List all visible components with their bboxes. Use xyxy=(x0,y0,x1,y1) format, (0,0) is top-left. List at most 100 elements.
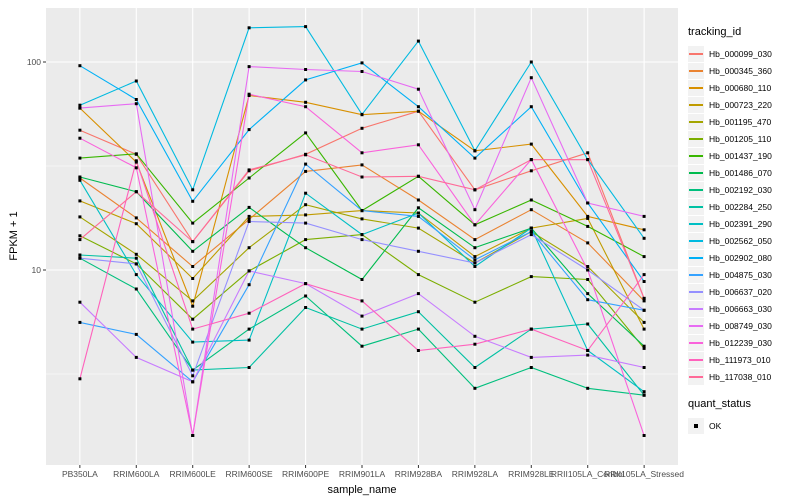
legend-entry: Hb_002284_250 xyxy=(688,198,798,215)
legend-key xyxy=(688,368,704,385)
legend-line-swatch xyxy=(689,273,703,276)
data-point xyxy=(78,136,82,140)
data-point xyxy=(586,322,590,326)
data-point xyxy=(191,340,195,344)
data-point xyxy=(304,78,308,82)
data-point xyxy=(473,188,477,192)
data-point xyxy=(191,380,195,384)
legend-entry-label: Hb_001486_070 xyxy=(709,167,772,178)
data-point xyxy=(134,190,138,194)
data-point xyxy=(247,65,251,69)
data-point xyxy=(360,112,364,116)
legend-key xyxy=(688,130,704,147)
data-point xyxy=(78,106,82,110)
data-point xyxy=(642,296,646,300)
data-point xyxy=(360,233,364,237)
legend-line-swatch xyxy=(689,375,703,378)
data-point xyxy=(473,208,477,212)
data-point xyxy=(134,262,138,266)
data-point xyxy=(247,220,251,223)
legend-line-swatch xyxy=(689,69,703,72)
data-point xyxy=(304,213,308,217)
data-point xyxy=(78,128,82,132)
data-point xyxy=(642,320,646,324)
data-point xyxy=(473,149,477,153)
legend-entry-label: Hb_002902_080 xyxy=(709,252,772,263)
data-point xyxy=(78,256,82,260)
legend-entry-label: Hb_000723_220 xyxy=(709,99,772,110)
data-point xyxy=(304,191,308,195)
data-point xyxy=(191,188,195,192)
legend-entry: Hb_001486_070 xyxy=(688,164,798,181)
data-point xyxy=(416,105,420,109)
data-point xyxy=(360,299,364,303)
data-point xyxy=(360,175,364,179)
data-point xyxy=(360,344,364,348)
data-point xyxy=(304,100,308,104)
data-point xyxy=(416,87,420,91)
data-point xyxy=(360,278,364,281)
legend-entry-label: Hb_006637_020 xyxy=(709,286,772,297)
data-point xyxy=(78,199,82,203)
data-point xyxy=(642,228,646,232)
data-point xyxy=(304,153,308,157)
legend-entry: Hb_000680_110 xyxy=(688,79,798,96)
legend-line-swatch xyxy=(689,137,703,140)
data-point xyxy=(586,268,590,272)
data-point xyxy=(416,211,420,215)
data-point xyxy=(642,327,646,331)
data-point xyxy=(360,61,364,65)
legend-entry: Hb_000345_360 xyxy=(688,62,798,79)
data-point xyxy=(247,338,251,342)
legend-line-swatch xyxy=(689,120,703,123)
x-tick-label: RRIM901LA xyxy=(339,469,386,479)
x-tick-label: RRII105LA_Stressed xyxy=(604,469,684,479)
data-point xyxy=(247,214,251,218)
data-point xyxy=(78,215,82,219)
legend-entry: Hb_002562_050 xyxy=(688,232,798,249)
legend-line-swatch xyxy=(689,222,703,225)
legend-key xyxy=(688,232,704,249)
legend-key xyxy=(688,215,704,232)
legend-line-swatch xyxy=(689,86,703,89)
data-point xyxy=(473,300,477,304)
data-point xyxy=(529,233,533,237)
x-tick-label: RRIM600LA xyxy=(113,469,160,479)
data-point xyxy=(134,166,138,170)
legend-entry-label: Hb_117038_010 xyxy=(709,371,772,382)
legend-key xyxy=(688,300,704,317)
data-point xyxy=(247,168,251,172)
data-point xyxy=(416,143,420,147)
legend-line-swatch xyxy=(689,52,703,55)
data-point xyxy=(247,205,251,209)
legend-entry: Hb_002391_290 xyxy=(688,215,798,232)
data-point xyxy=(191,374,195,378)
legend-line-swatch xyxy=(689,307,703,310)
data-point xyxy=(78,156,82,160)
data-point xyxy=(360,209,364,213)
data-point xyxy=(304,294,308,298)
data-point xyxy=(78,238,82,242)
data-point xyxy=(78,234,82,238)
legend-entry: Hb_001195_470 xyxy=(688,113,798,130)
data-point xyxy=(529,230,533,234)
legend-entry-label: Hb_012239_030 xyxy=(709,337,772,348)
data-point xyxy=(586,214,590,218)
legend-entry: Hb_006663_030 xyxy=(688,300,798,317)
legend-entry-label: Hb_001195_470 xyxy=(709,116,772,127)
legend-line-swatch xyxy=(689,171,703,174)
data-point xyxy=(78,178,82,182)
data-point xyxy=(586,224,590,228)
data-point xyxy=(586,201,590,205)
data-point xyxy=(473,386,477,390)
data-point xyxy=(529,327,533,331)
data-point xyxy=(191,304,195,308)
legend-key xyxy=(688,96,704,113)
legend-entry: Hb_001205_110 xyxy=(688,130,798,147)
legend-title-quant-status: quant_status xyxy=(688,398,751,410)
data-point xyxy=(304,306,308,309)
data-point xyxy=(416,206,420,210)
data-point xyxy=(529,366,533,369)
data-point xyxy=(304,246,308,250)
